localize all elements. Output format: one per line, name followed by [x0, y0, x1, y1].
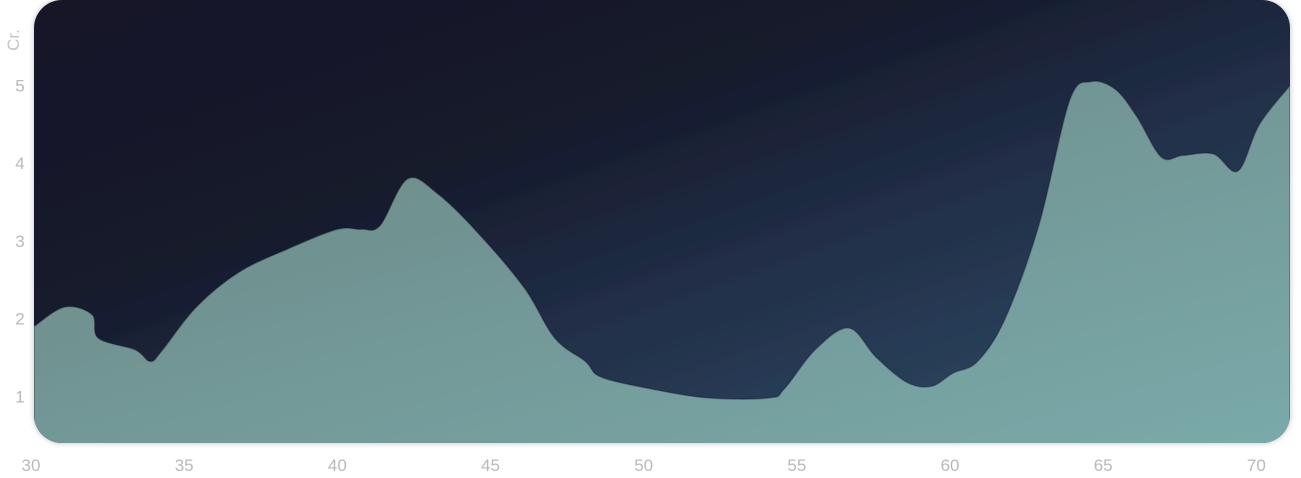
- x-axis: 30 35 40 45 50 55 60 65 70: [22, 456, 1266, 475]
- y-axis: 1 2 3 4 5: [15, 76, 24, 406]
- x-tick-label: 70: [1247, 456, 1266, 475]
- y-tick-label: 2: [15, 310, 24, 329]
- y-tick-label: 4: [15, 154, 24, 173]
- series-area: [34, 80, 1290, 443]
- x-tick-label: 55: [787, 456, 806, 475]
- x-tick-label: 45: [481, 456, 500, 475]
- y-axis-title: Cr.: [4, 29, 23, 51]
- y-tick-label: 5: [15, 76, 24, 95]
- y-tick-label: 3: [15, 232, 24, 251]
- x-tick-label: 35: [175, 456, 194, 475]
- x-tick-label: 60: [941, 456, 960, 475]
- x-tick-label: 50: [634, 456, 653, 475]
- x-tick-label: 30: [22, 456, 41, 475]
- y-tick-label: 1: [15, 387, 24, 406]
- x-tick-label: 40: [328, 456, 347, 475]
- x-tick-label: 65: [1094, 456, 1113, 475]
